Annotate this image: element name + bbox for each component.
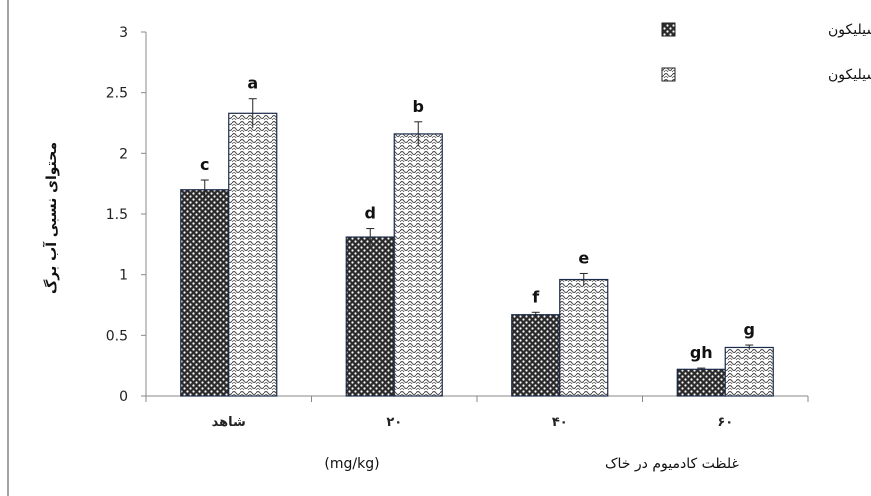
legend-label: عدم کاربرد سیلیکون (828, 22, 871, 38)
significance-letter: g (744, 320, 755, 339)
significance-letter: b (413, 97, 424, 116)
significance-letter: e (578, 248, 589, 267)
y-tick-label: 1 (119, 268, 128, 284)
y-tick-label: 2 (119, 146, 128, 162)
bar-no-silicon (676, 368, 726, 397)
y-axis-title: محتوای نسبی آب برگ (42, 142, 60, 294)
significance-letter: c (200, 155, 209, 174)
bar-silicon (228, 112, 278, 397)
bar-silicon (393, 133, 443, 397)
x-axis-unit: (mg/kg) (324, 456, 379, 472)
bar-no-silicon (345, 236, 395, 397)
y-tick-label: 0 (119, 389, 128, 405)
x-axis-title: غلظت کادمیوم در خاک (605, 456, 739, 472)
y-tick-label: 3 (119, 25, 128, 41)
x-category-labels: شاهد ۲۰ ۴۰ ۶۰ (212, 415, 734, 430)
x-category-label: ۴۰ (552, 415, 568, 430)
significance-letter: a (247, 74, 258, 93)
y-tick-label: 0.5 (106, 328, 128, 344)
bar-no-silicon (511, 314, 561, 397)
significance-letters: c a d b f e gh g (200, 74, 755, 362)
y-tick-label: 2.5 (106, 86, 128, 102)
y-tick-label: 1.5 (106, 207, 128, 223)
x-category-label: ۲۰ (386, 415, 402, 430)
significance-letter: gh (690, 343, 713, 362)
legend: عدم کاربرد سیلیکون کاربرد سیلیکون (661, 22, 871, 83)
legend-label: کاربرد سیلیکون (828, 67, 871, 83)
significance-letter: d (365, 204, 376, 223)
x-category-label: ۶۰ (717, 415, 733, 430)
bars (180, 112, 774, 397)
legend-swatch (661, 67, 676, 82)
x-category-label: شاهد (212, 415, 246, 430)
bar-silicon (724, 346, 774, 397)
bar-silicon (559, 278, 609, 397)
bar-no-silicon (180, 189, 230, 397)
legend-swatch (661, 22, 676, 37)
error-bars (200, 98, 754, 371)
y-ticks: 0 0.5 1 1.5 2 2.5 3 (106, 25, 146, 405)
significance-letter: f (532, 287, 540, 306)
